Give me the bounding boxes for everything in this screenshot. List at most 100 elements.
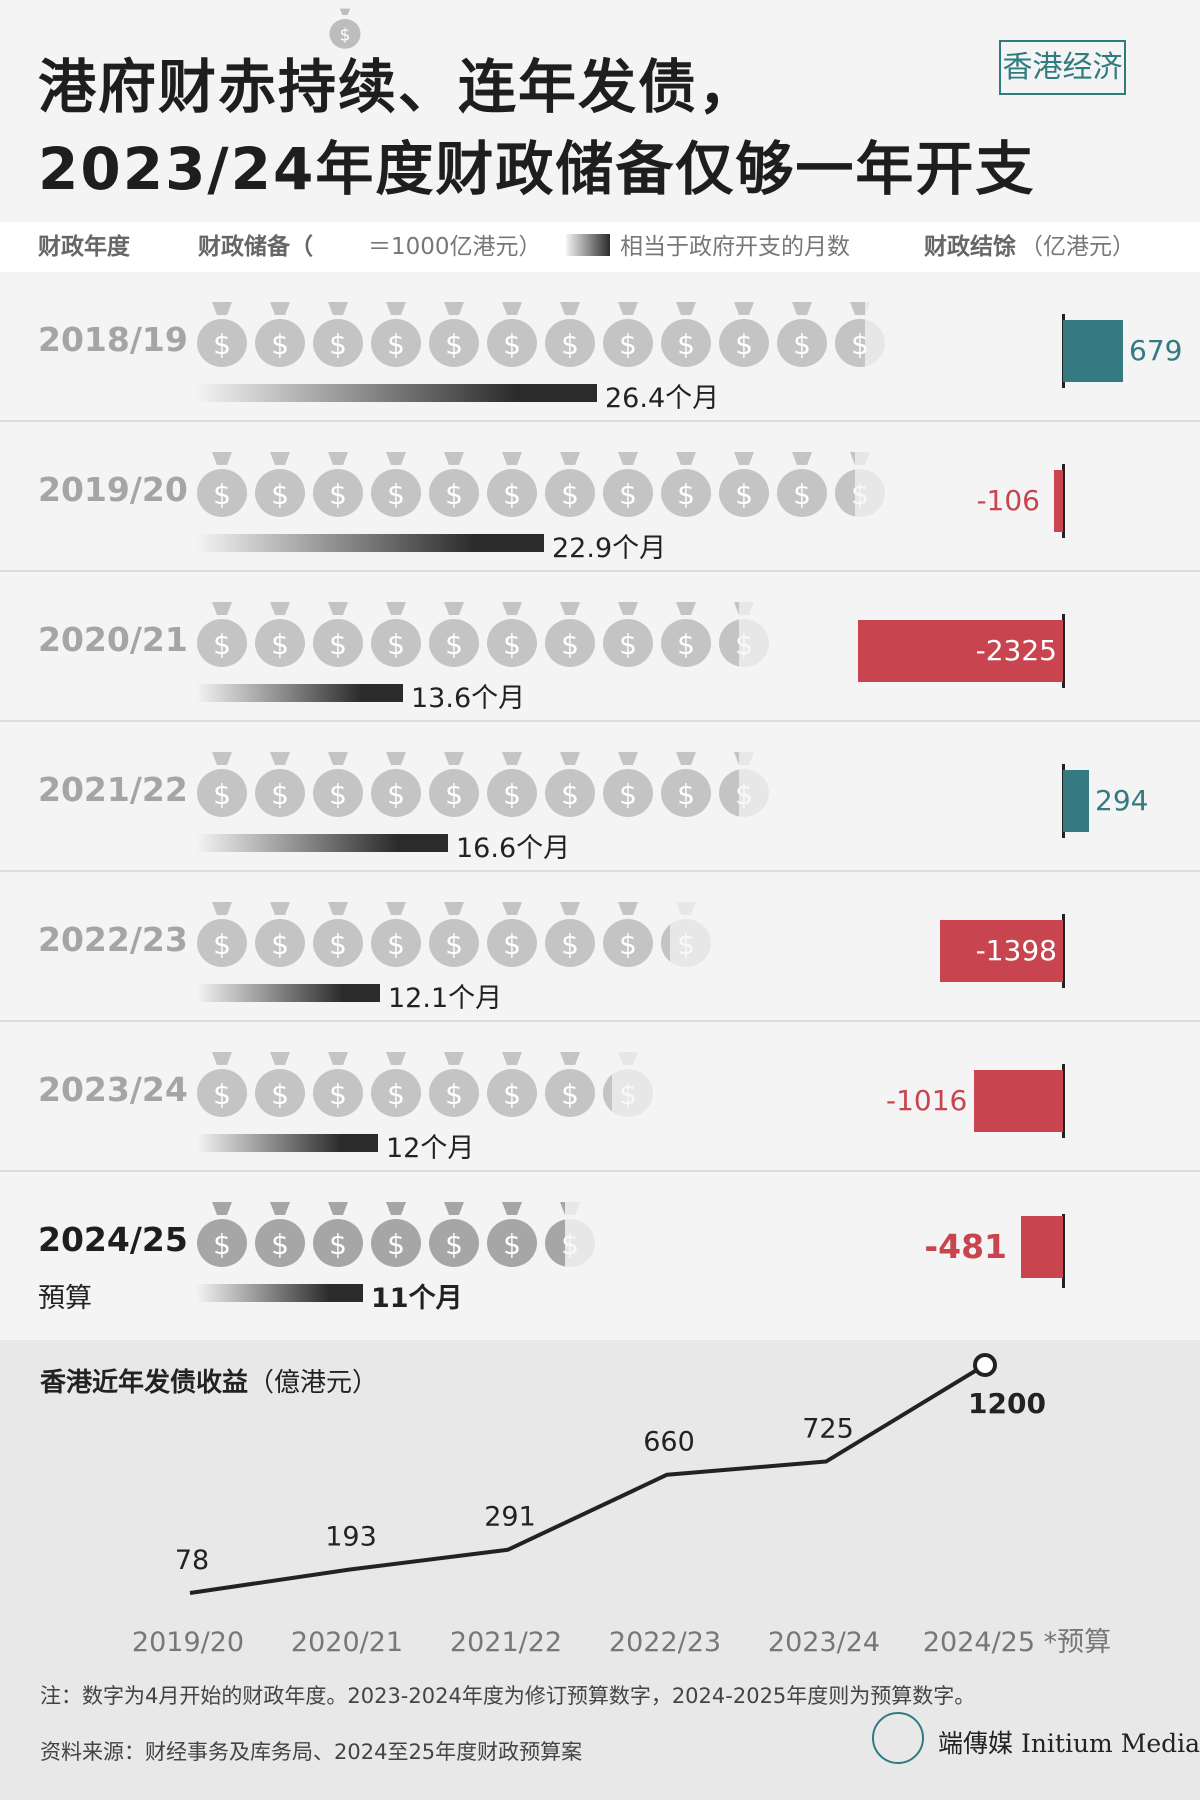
surplus-value-label: 294: [1095, 784, 1149, 817]
svg-text:$: $: [387, 778, 405, 811]
initium-logo-icon[interactable]: [872, 1712, 924, 1764]
surplus-value-label: -2325: [975, 634, 1057, 667]
svg-text:$: $: [619, 928, 637, 961]
svg-text:$: $: [793, 328, 811, 361]
months-label: 13.6个月: [411, 683, 526, 714]
money-bag-icon: $: [312, 450, 364, 518]
deficit-bar: [858, 620, 1063, 682]
svg-text:$: $: [271, 778, 289, 811]
svg-text:$: $: [271, 328, 289, 361]
logo-wordmark[interactable]: 端傳媒 Initium Media: [938, 1729, 1200, 1758]
money-bag-icon: $: [486, 600, 538, 668]
money-bag-icon: $: [602, 600, 654, 668]
surplus-value-label: -1016: [886, 1084, 968, 1117]
svg-text:$: $: [503, 778, 521, 811]
deficit-bar: [974, 1070, 1063, 1132]
months-label: 22.9个月: [552, 533, 667, 564]
svg-text:$: $: [271, 1078, 289, 1111]
money-bag-icon: $: [486, 1200, 538, 1268]
svg-text:$: $: [387, 328, 405, 361]
months-bar: [196, 684, 403, 702]
money-bag-icon: $: [254, 750, 306, 818]
legend-months-label: 相当于政府开支的月数: [620, 234, 850, 260]
months-bar: [196, 1134, 378, 1152]
svg-text:$: $: [271, 928, 289, 961]
surplus-axis: [1062, 464, 1065, 538]
bond-proceeds-line-chart: 78 193 291 660 725 1200 2019/20 2020/21 2021/22 2…: [132, 1353, 1111, 1658]
page-title-line-1: 港府财赤持续、连年发债，: [38, 53, 759, 121]
svg-text:$: $: [387, 928, 405, 961]
bond-proceeds-section: [0, 1340, 1200, 1800]
svg-text:$: $: [677, 328, 695, 361]
money-bag-icon: $: [776, 450, 828, 518]
svg-text:$: $: [561, 778, 579, 811]
svg-text:$: $: [329, 928, 347, 961]
months-bar: [196, 984, 380, 1002]
svg-text:$: $: [213, 1228, 231, 1261]
money-bag-icon: $: [660, 600, 712, 668]
svg-text:$: $: [213, 328, 231, 361]
months-label: 26.4个月: [605, 383, 720, 414]
surplus-value-label: -106: [976, 484, 1040, 517]
money-bag-partial-icon: $$: [834, 450, 886, 518]
money-bag-icon: $: [370, 750, 422, 818]
svg-text:$: $: [213, 778, 231, 811]
fiscal-year-label: 2021/22: [38, 770, 188, 809]
money-bag-icon: $: [486, 450, 538, 518]
reserve-bags: $$$$$$$$$$$: [196, 600, 896, 668]
money-bag-icon: $: [602, 450, 654, 518]
surplus-axis: [1062, 1064, 1065, 1138]
deficit-bar: [1021, 1216, 1063, 1278]
svg-text:$: $: [213, 628, 231, 661]
money-bag-icon: $: [370, 1050, 422, 1118]
money-bag-icon: $: [544, 300, 596, 368]
money-bag-icon: $: [370, 450, 422, 518]
surplus-value-label: -481: [924, 1227, 1007, 1266]
svg-text:$: $: [735, 628, 753, 661]
money-bag-icon: $: [428, 750, 480, 818]
money-bag-icon: $: [428, 600, 480, 668]
money-bag-icon: $: [254, 600, 306, 668]
x-tick-label: 2022/23: [609, 1627, 721, 1658]
money-bag-icon: $: [718, 450, 770, 518]
money-bag-icon: $: [544, 450, 596, 518]
money-bag-icon: $: [370, 300, 422, 368]
svg-text:$: $: [561, 328, 579, 361]
budget-label: 預算: [38, 1283, 92, 1314]
svg-text:$: $: [619, 478, 637, 511]
money-bag-icon: $: [544, 600, 596, 668]
money-bag-icon: $: [486, 900, 538, 968]
fiscal-year-label: 2023/24: [38, 1070, 188, 1109]
svg-text:$: $: [387, 628, 405, 661]
svg-text:$: $: [329, 628, 347, 661]
fiscal-year-label: 2024/25: [38, 1220, 188, 1259]
money-bag-icon: $: [196, 1200, 248, 1268]
reserve-bags: $$$$$$$$$$$$$: [196, 450, 896, 518]
section-tag[interactable]: 香港经济: [999, 40, 1126, 95]
x-tick-label: 2023/24: [768, 1627, 880, 1658]
deficit-bar: [940, 920, 1063, 982]
x-tick-label: 2020/21: [291, 1627, 403, 1658]
svg-text:$: $: [619, 328, 637, 361]
svg-text:$: $: [561, 1228, 579, 1261]
surplus-bar: [1063, 320, 1123, 382]
svg-text:$: $: [619, 778, 637, 811]
svg-text:$: $: [445, 778, 463, 811]
money-bag-partial-icon: $$: [718, 750, 770, 818]
money-bag-icon: $: [486, 750, 538, 818]
money-bag-icon: $: [428, 900, 480, 968]
table-row: 2023/24$$$$$$$$$12个月-1016: [0, 1022, 1200, 1172]
svg-text:$: $: [340, 24, 351, 44]
svg-text:$: $: [793, 478, 811, 511]
reserve-bags: $$$$$$$$$: [196, 1050, 896, 1118]
footnote: 注：数字为4月开始的财政年度。2023-2024年度为修订预算数字，2024-2…: [40, 1684, 976, 1708]
money-bag-icon: $: [428, 450, 480, 518]
money-bag-icon: $: [544, 1050, 596, 1118]
months-label: 12.1个月: [388, 983, 503, 1014]
money-bag-partial-icon: $$: [660, 900, 712, 968]
money-bag-icon: $: [254, 1050, 306, 1118]
months-label: 12个月: [386, 1133, 475, 1164]
x-tick-label: 2021/22: [450, 1627, 562, 1658]
money-bag-icon: $: [544, 750, 596, 818]
